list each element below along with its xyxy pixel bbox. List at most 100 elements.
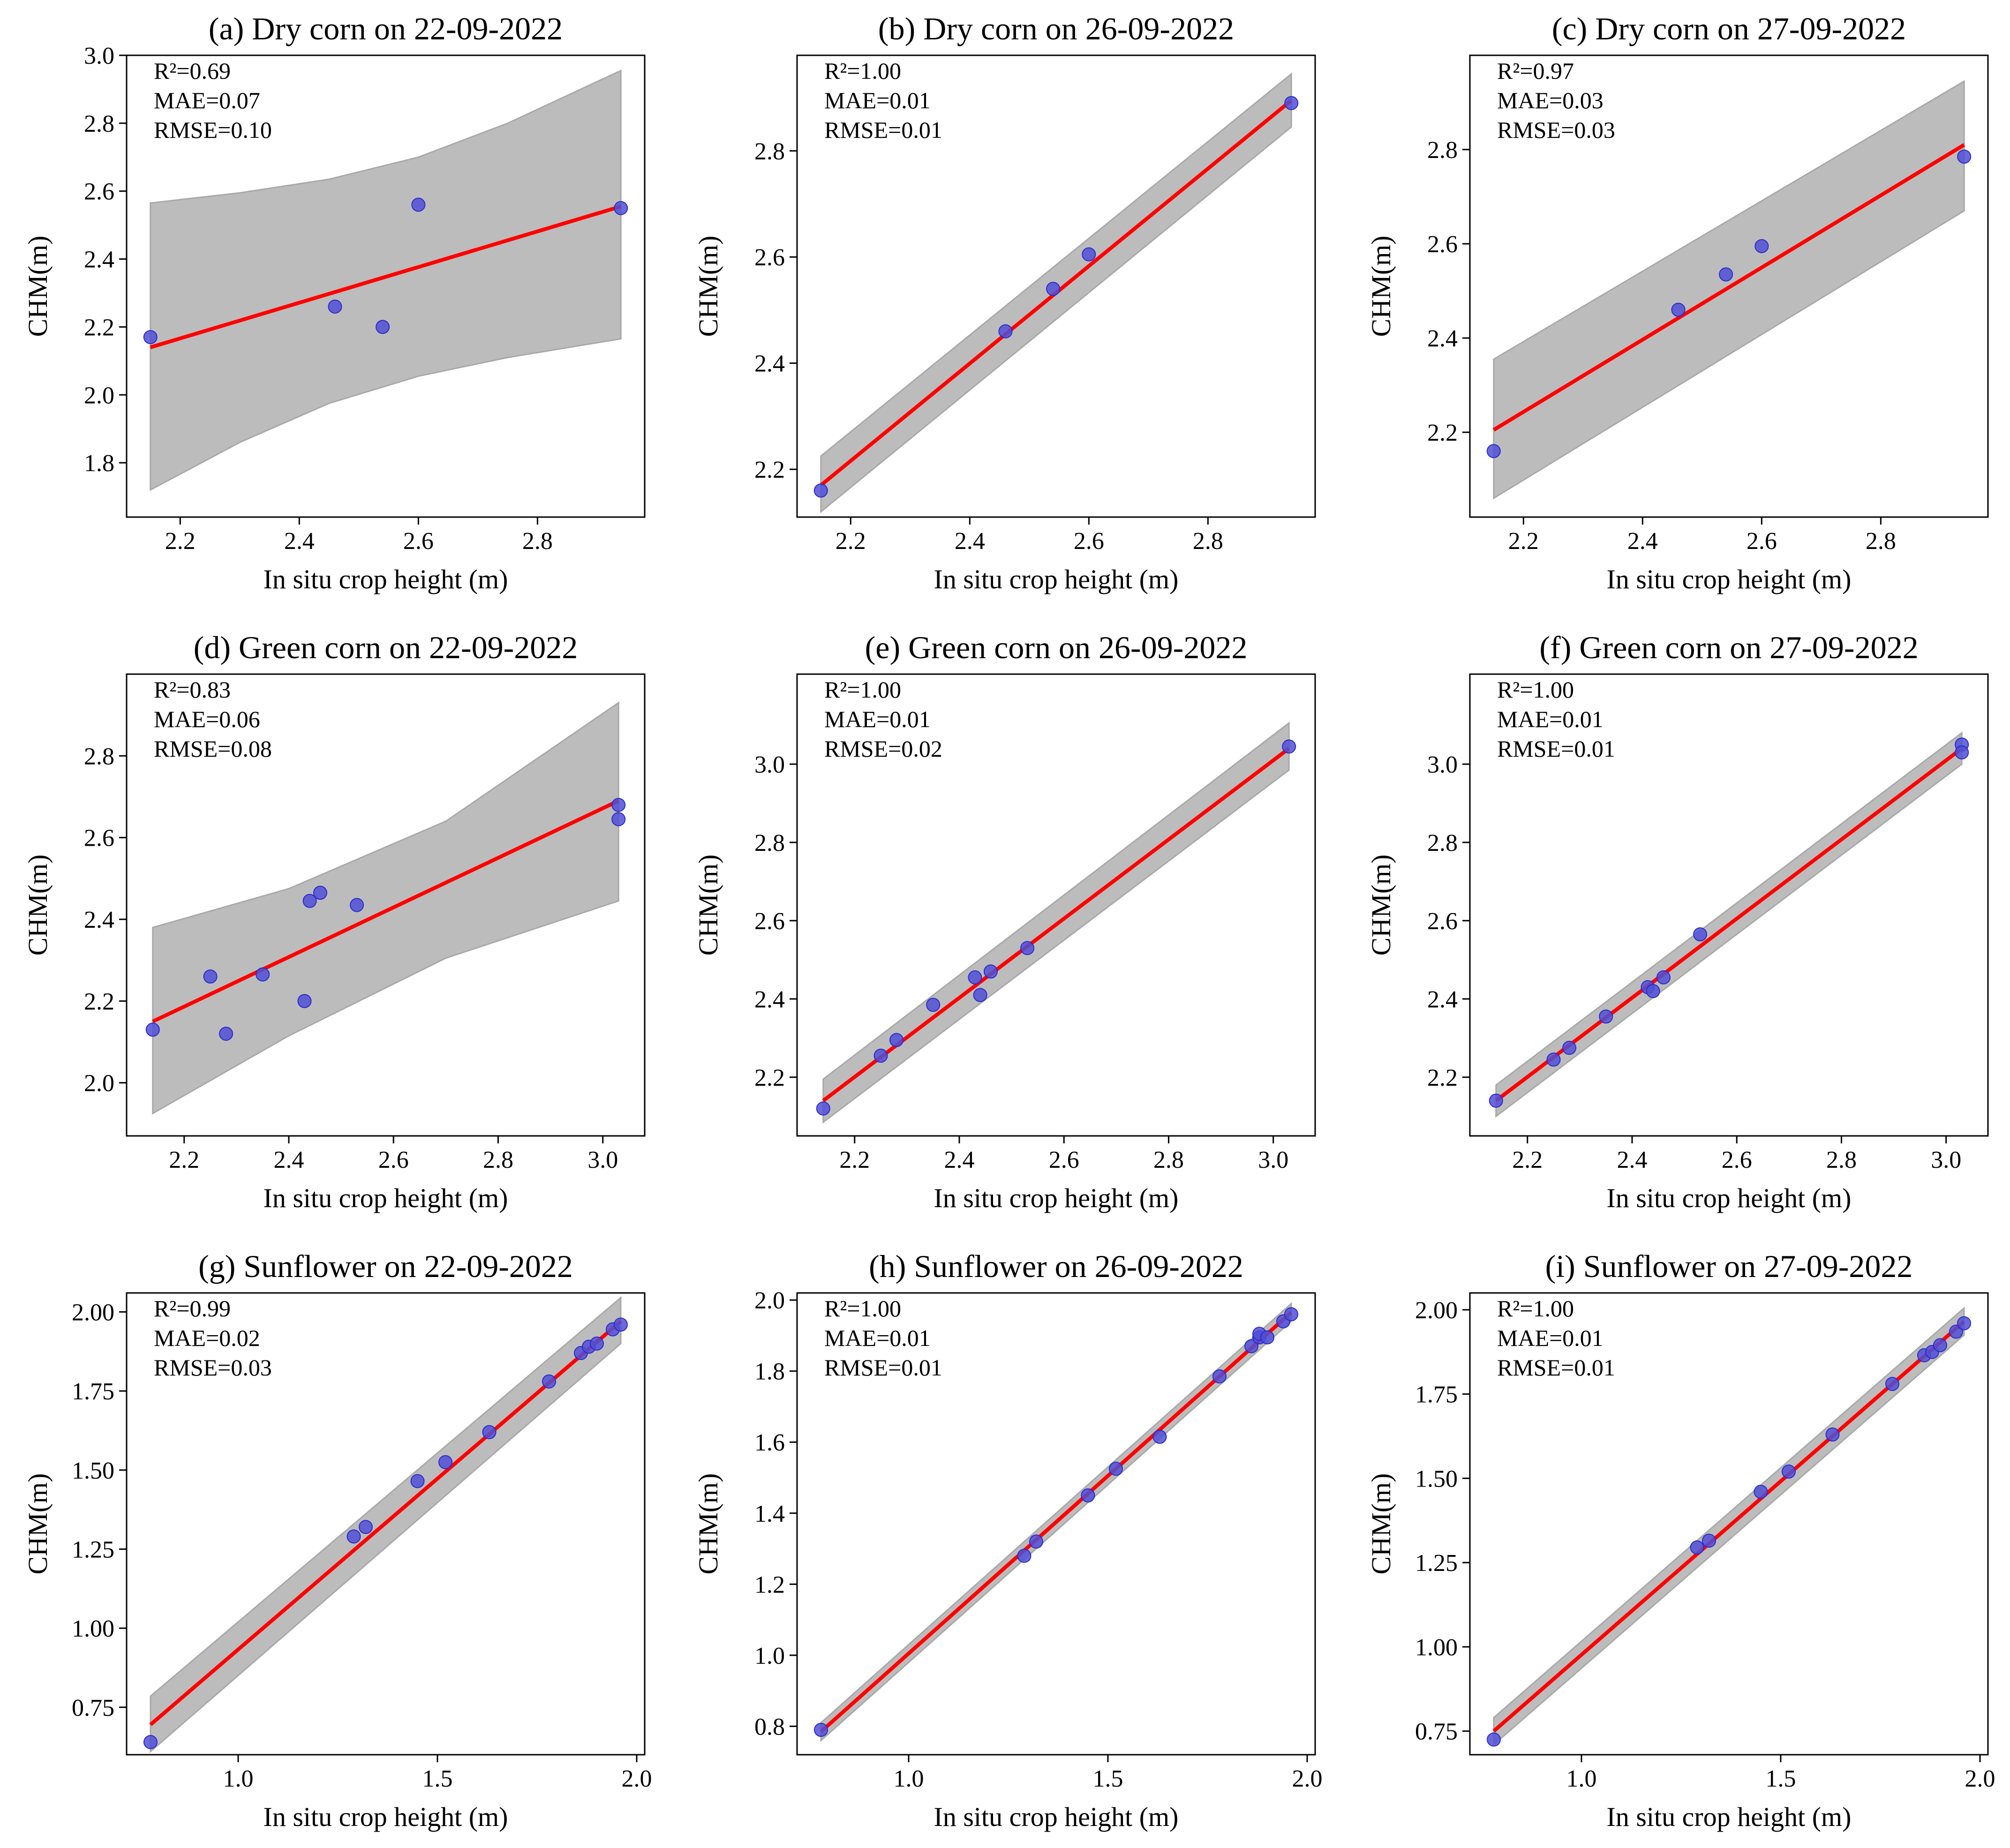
x-tick-label: 1.5 xyxy=(1093,1765,1123,1792)
data-point xyxy=(611,797,626,812)
x-tick-label: 2.4 xyxy=(1627,528,1658,555)
data-point xyxy=(1282,739,1296,754)
data-point xyxy=(350,898,364,912)
stat-text: MAE=0.01 xyxy=(824,1325,931,1351)
y-axis-label: CHM(m) xyxy=(23,1473,53,1575)
y-tick-label: 2.6 xyxy=(84,825,114,852)
subplot-title: (c) Dry corn on 27-09-2022 xyxy=(1552,11,1906,46)
x-tick-label: 2.4 xyxy=(274,1147,304,1173)
y-axis-label: CHM(m) xyxy=(693,1473,723,1575)
axes-frame xyxy=(1469,1292,1989,1756)
data-point xyxy=(203,969,218,984)
x-tick-label: 2.4 xyxy=(955,528,985,555)
data-point xyxy=(1029,1534,1043,1549)
x-tick-label: 2.8 xyxy=(522,528,553,555)
stat-text: RMSE=0.01 xyxy=(824,1354,942,1381)
data-point xyxy=(145,1022,160,1037)
y-tick-label: 2.6 xyxy=(754,244,785,271)
y-tick-label: 2.2 xyxy=(84,314,114,341)
axes-frame xyxy=(126,1292,646,1756)
stat-text: MAE=0.01 xyxy=(824,706,931,732)
data-point xyxy=(968,970,982,984)
data-point xyxy=(1782,1465,1796,1479)
data-point xyxy=(1671,302,1686,317)
y-tick-label: 0.75 xyxy=(72,1695,114,1721)
x-axis-label: In situ crop height (m) xyxy=(263,564,508,594)
y-tick-label: 2.6 xyxy=(754,908,785,935)
x-tick-label: 3.0 xyxy=(1931,1147,1961,1173)
data-point xyxy=(1719,267,1733,282)
stat-text: MAE=0.06 xyxy=(154,706,260,732)
x-axis-label: In situ crop height (m) xyxy=(1607,564,1852,594)
y-axis-label: CHM(m) xyxy=(1366,855,1396,956)
subplot-title: (f) Green corn on 27-09-2022 xyxy=(1539,630,1918,665)
subplot-title: (i) Sunflower on 27-09-2022 xyxy=(1545,1248,1913,1284)
stat-text: R²=1.00 xyxy=(824,676,901,703)
y-tick-label: 1.4 xyxy=(754,1501,785,1527)
data-point xyxy=(297,994,312,1008)
y-tick-label: 2.4 xyxy=(84,907,114,933)
y-tick-label: 1.6 xyxy=(754,1429,785,1456)
data-point xyxy=(256,967,270,982)
x-tick-label: 2.8 xyxy=(1866,528,1896,555)
x-tick-label: 2.0 xyxy=(622,1765,652,1792)
y-tick-label: 2.8 xyxy=(1427,137,1458,164)
x-axis-label: In situ crop height (m) xyxy=(1607,1183,1852,1213)
stat-text: RMSE=0.01 xyxy=(824,117,942,143)
x-tick-label: 2.6 xyxy=(1722,1147,1752,1173)
stat-text: R²=1.00 xyxy=(1497,676,1574,703)
data-point xyxy=(410,1474,425,1488)
subplot-e: 2.2 2.4 2.6 2.8 3.0 2.2 2.4 2.6 2.8 3.0 (e) Green … xyxy=(693,630,1316,1213)
data-point xyxy=(143,330,158,345)
axes-frame xyxy=(796,1292,1316,1756)
x-tick-label: 2.0 xyxy=(1965,1765,1995,1792)
confidence-band xyxy=(152,701,619,1115)
y-axis-label: CHM(m) xyxy=(1366,1473,1396,1575)
subplot-title: (e) Green corn on 26-09-2022 xyxy=(865,630,1248,665)
confidence-band xyxy=(150,69,622,491)
x-axis-label: In situ crop height (m) xyxy=(1607,1802,1852,1832)
fit-line xyxy=(822,747,1290,1103)
axes-frame xyxy=(126,54,646,518)
y-tick-label: 1.00 xyxy=(1415,1634,1458,1661)
data-point xyxy=(590,1336,604,1351)
data-point xyxy=(611,812,626,826)
stat-text: RMSE=0.10 xyxy=(154,117,272,143)
y-tick-label: 2.0 xyxy=(754,1287,785,1314)
stat-text: MAE=0.01 xyxy=(824,87,931,113)
stat-text: R²=1.00 xyxy=(824,58,901,84)
y-tick-label: 2.8 xyxy=(84,743,114,770)
x-tick-label: 2.2 xyxy=(1512,1147,1543,1173)
y-tick-label: 2.8 xyxy=(754,138,785,165)
data-point xyxy=(1152,1429,1167,1444)
y-axis-label: CHM(m) xyxy=(23,855,53,956)
x-tick-label: 2.8 xyxy=(483,1147,513,1173)
y-tick-label: 2.2 xyxy=(1427,420,1458,446)
data-point xyxy=(1702,1533,1716,1548)
data-point xyxy=(1020,941,1035,955)
y-tick-label: 3.0 xyxy=(84,43,114,69)
confidence-band xyxy=(1493,80,1965,500)
data-point xyxy=(1825,1427,1840,1442)
data-point xyxy=(1690,1540,1704,1555)
stat-text: R²=0.97 xyxy=(1497,58,1574,84)
fit-line xyxy=(820,1311,1293,1733)
data-point xyxy=(998,324,1013,338)
x-tick-label: 1.0 xyxy=(223,1765,254,1792)
x-tick-label: 3.0 xyxy=(1258,1147,1288,1173)
data-point xyxy=(973,988,987,1002)
data-point xyxy=(328,299,342,314)
data-point xyxy=(359,1520,373,1534)
x-axis-label: In situ crop height (m) xyxy=(934,1183,1179,1213)
data-point xyxy=(614,201,628,215)
y-tick-label: 0.75 xyxy=(1415,1719,1458,1745)
y-axis-label: CHM(m) xyxy=(693,236,723,337)
data-point xyxy=(1693,927,1708,942)
x-tick-label: 2.2 xyxy=(839,1147,870,1173)
y-tick-label: 2.6 xyxy=(1427,908,1458,935)
data-point xyxy=(1754,239,1769,254)
y-tick-label: 1.75 xyxy=(72,1378,114,1405)
y-tick-label: 2.4 xyxy=(754,351,785,377)
subplot-f: 2.2 2.4 2.6 2.8 3.0 2.2 2.4 2.6 2.8 3.0 (f) Green … xyxy=(1366,630,1989,1213)
